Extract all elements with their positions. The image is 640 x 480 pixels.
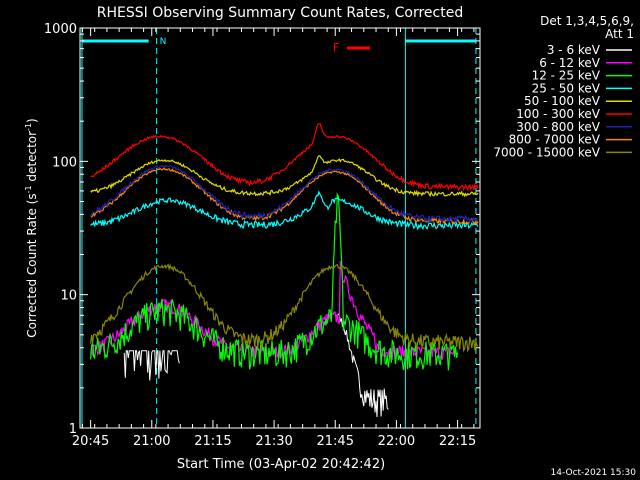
night-label: N: [160, 37, 167, 47]
flare-label: F: [333, 41, 339, 54]
series-line-2: [90, 192, 459, 371]
legend-label-2: 12 - 25 keV: [532, 69, 601, 83]
series-line-7: [90, 167, 479, 225]
legend-header-line2: Att 1: [605, 27, 634, 41]
x-tick-label-5: 22:00: [378, 434, 415, 449]
legend-label-3: 25 - 50 keV: [532, 81, 601, 95]
x-axis-label: Start Time (03-Apr-02 20:42:42): [177, 457, 385, 472]
legend-label-7: 800 - 7000 keV: [509, 133, 601, 147]
series-line-4: [90, 155, 479, 198]
legend-label-0: 3 - 6 keV: [547, 43, 601, 57]
axes: 1 10 100 1000 20:45 21:00 21:15 21:30 21:45 22:00…: [44, 22, 481, 449]
x-tick-label-2: 21:15: [194, 434, 231, 449]
y-tick-label-0: 1: [69, 422, 77, 437]
series-line-8: [90, 263, 479, 353]
series-line-3: [90, 190, 479, 231]
y-tick-label-3: 1000: [44, 22, 77, 37]
series-line-1: [90, 260, 459, 362]
legend-label-1: 6 - 12 keV: [539, 56, 601, 70]
chart-title: RHESSI Observing Summary Count Rates, Co…: [97, 5, 463, 21]
x-tick-label-0: 20:45: [72, 434, 109, 449]
x-tick-label-6: 22:15: [439, 434, 476, 449]
timestamp: 14-Oct-2021 15:30: [551, 468, 637, 478]
series-line-5: [90, 122, 479, 192]
y-tick-label-2: 100: [52, 155, 77, 170]
legend-header-line1: Det 1,3,4,5,6,9,: [540, 14, 634, 28]
legend-label-6: 300 - 800 keV: [516, 120, 600, 134]
series-line-6: [90, 164, 479, 224]
x-tick-label-1: 21:00: [133, 434, 170, 449]
x-tick-label-3: 21:30: [255, 434, 292, 449]
legend-label-5: 100 - 300 keV: [516, 107, 600, 121]
legend-label-8: 7000 - 15000 keV: [493, 145, 600, 159]
legend-label-4: 50 - 100 keV: [524, 94, 601, 108]
x-tick-label-4: 21:45: [317, 434, 354, 449]
y-tick-label-1: 10: [60, 289, 77, 304]
y-axis-label: Corrected Count Rate (s-1 detector-1): [24, 118, 39, 337]
plot-frame: [79, 27, 481, 429]
